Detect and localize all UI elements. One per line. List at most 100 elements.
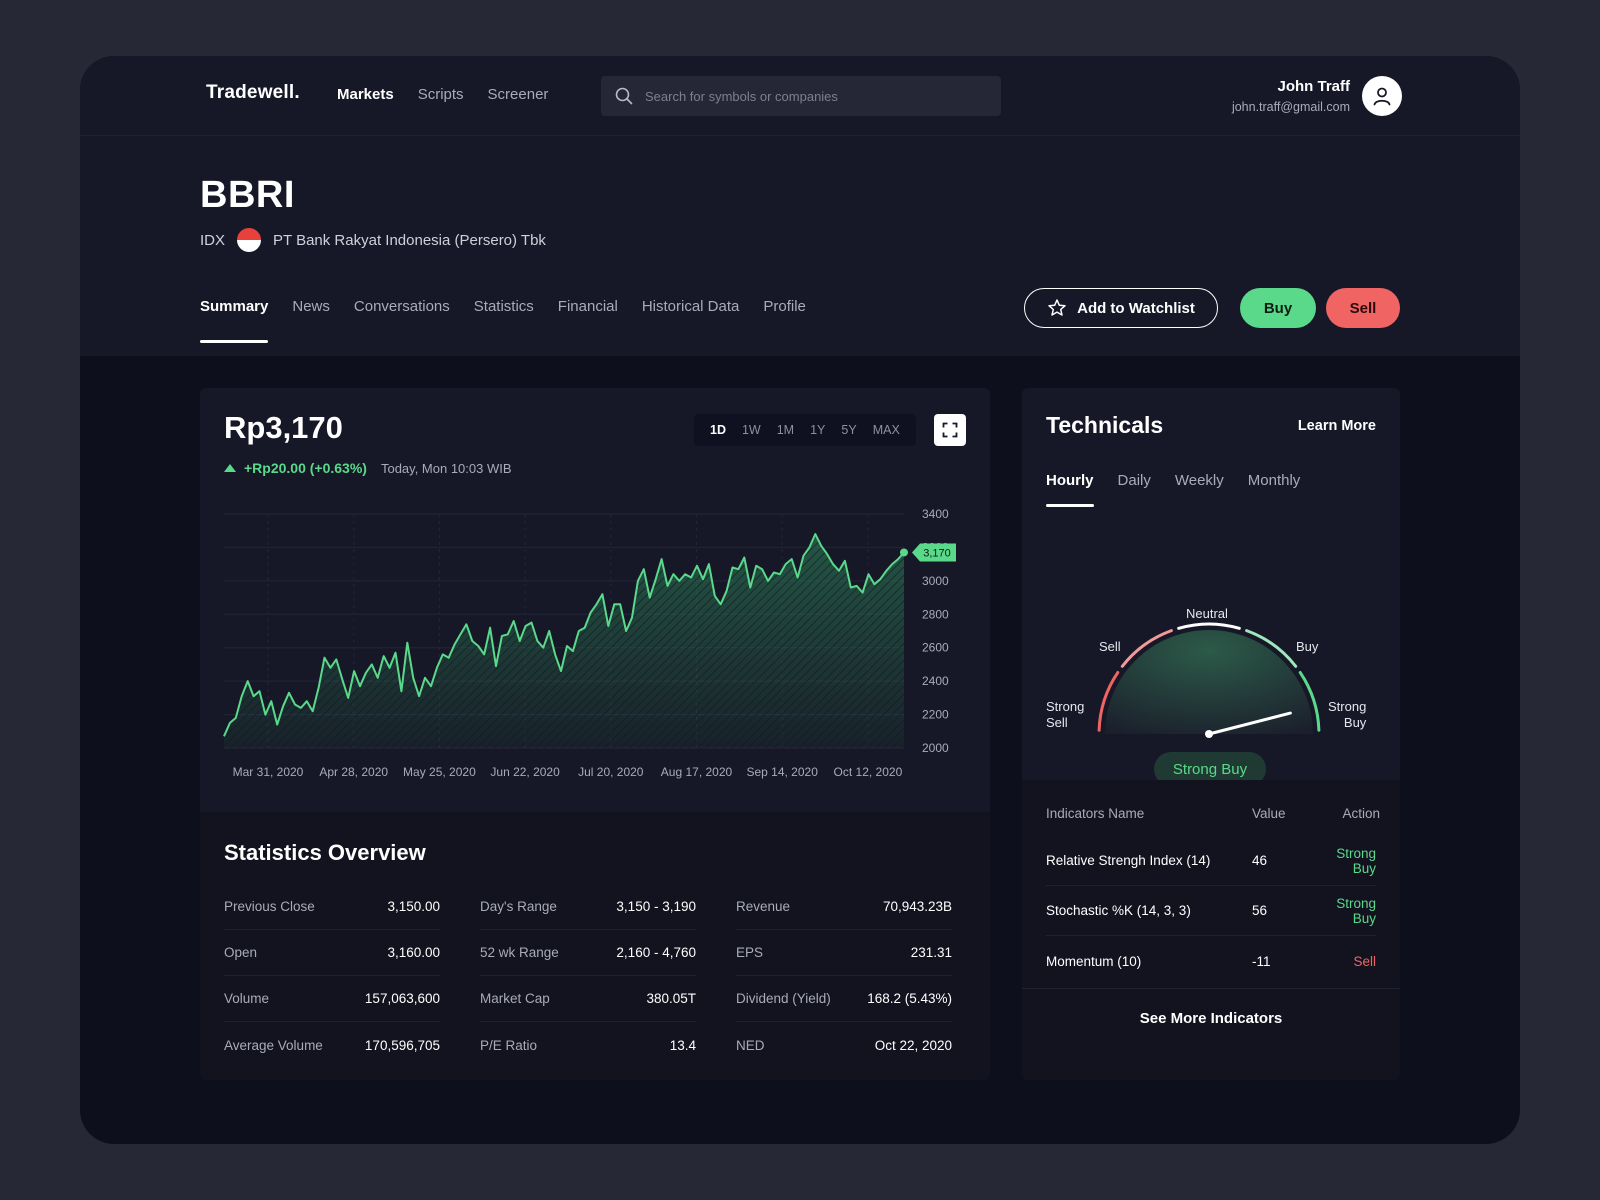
current-price-tag — [912, 543, 956, 562]
nav-screener[interactable]: Screener — [487, 86, 549, 103]
indicator-row[interactable]: Stochastic %K (14, 3, 3) 56 Strong Buy — [1046, 886, 1376, 936]
y-tick-label: 2800 — [922, 607, 949, 621]
range-max[interactable]: MAX — [872, 423, 900, 437]
change-value: +Rp20.00 (+0.63%) — [244, 460, 367, 476]
gauge-label-buy: Buy — [1296, 639, 1319, 654]
price-chart[interactable]: 34003200300028002600240022002000 Mar 31,… — [200, 498, 990, 798]
nav-markets[interactable]: Markets — [337, 86, 394, 103]
company-line: IDX PT Bank Rakyat Indonesia (Persero) T… — [200, 228, 546, 252]
stat-label: Volume — [224, 991, 270, 1006]
stat-value: 13.4 — [669, 1037, 696, 1053]
stat-row: Revenue 70,943.23B — [736, 884, 952, 930]
indicator-row[interactable]: Relative Strengh Index (14) 46 Strong Buy — [1046, 836, 1376, 886]
search-icon — [615, 87, 633, 105]
range-1y[interactable]: 1Y — [810, 423, 826, 437]
header-region: Tradewell. Markets Scripts Screener Sear… — [80, 56, 1520, 356]
gauge-segment — [1298, 671, 1321, 732]
tab-statistics[interactable]: Statistics — [473, 298, 534, 315]
stat-row: EPS 231.31 — [736, 930, 952, 976]
up-arrow-icon — [224, 464, 236, 472]
tab-daily[interactable]: Daily — [1117, 472, 1151, 489]
indicator-action: Strong Buy — [1336, 895, 1376, 926]
stat-value: 2,160 - 4,760 — [616, 945, 696, 960]
range-1w[interactable]: 1W — [741, 423, 761, 437]
range-5y[interactable]: 5Y — [841, 423, 857, 437]
gauge-label-sell: Sell — [1099, 639, 1121, 654]
technicals-tabs: Hourly Daily Weekly Monthly — [1046, 472, 1300, 507]
gauge-label-neutral: Neutral — [1186, 606, 1228, 621]
learn-more-link[interactable]: Learn More — [1297, 418, 1376, 434]
buy-button[interactable]: Buy — [1240, 288, 1316, 328]
main-nav: Markets Scripts Screener — [337, 86, 548, 103]
stat-value: Oct 22, 2020 — [874, 1037, 952, 1053]
divider — [1022, 988, 1400, 989]
tab-monthly[interactable]: Monthly — [1247, 472, 1301, 489]
tab-news[interactable]: News — [292, 298, 330, 315]
price-chart-card: Rp3,170 +Rp20.00 (+0.63%) Today, Mon 10:… — [200, 388, 990, 812]
search-placeholder: Search for symbols or companies — [645, 88, 838, 104]
sentiment-gauge — [1097, 622, 1321, 738]
indicator-value: 56 — [1252, 903, 1268, 918]
top-navbar: Tradewell. Markets Scripts Screener Sear… — [80, 56, 1520, 136]
stat-label: EPS — [736, 945, 764, 960]
user-email: john.traff@gmail.com — [1231, 100, 1350, 114]
gauge-segment — [1245, 629, 1298, 668]
brand-logo[interactable]: Tradewell. — [206, 82, 300, 103]
current-price: Rp3,170 — [224, 410, 343, 445]
tab-weekly[interactable]: Weekly — [1174, 472, 1224, 489]
sell-button[interactable]: Sell — [1326, 288, 1400, 328]
stat-row: Market Cap 380.05T — [480, 976, 696, 1022]
stat-value: 380.05T — [646, 991, 696, 1006]
x-tick-label: Jul 20, 2020 — [578, 765, 644, 779]
tab-historical-data[interactable]: Historical Data — [641, 298, 740, 315]
nav-scripts[interactable]: Scripts — [417, 86, 464, 103]
range-selector: 1D 1W 1M 1Y 5Y MAX — [694, 414, 916, 446]
stat-label: Average Volume — [224, 1037, 323, 1053]
add-to-watchlist-button[interactable]: Add to Watchlist — [1024, 288, 1218, 328]
indicator-value: -11 — [1252, 953, 1271, 969]
stat-row: Open 3,160.00 — [224, 930, 440, 976]
price-area-hatch — [224, 534, 904, 748]
stat-label: 52 wk Range — [480, 945, 559, 960]
header-action: Action — [1342, 806, 1380, 821]
y-tick-label: 3400 — [922, 507, 949, 521]
indicator-action: Sell — [1353, 953, 1376, 969]
avatar[interactable] — [1362, 76, 1402, 116]
gauge-segment — [1097, 671, 1120, 732]
stat-value: 170,596,705 — [364, 1037, 440, 1053]
range-1d[interactable]: 1D — [710, 423, 726, 437]
app-window: Tradewell. Markets Scripts Screener Sear… — [80, 56, 1520, 1144]
tab-conversations[interactable]: Conversations — [353, 298, 450, 315]
gauge-segment — [1120, 629, 1173, 668]
gauge-segment — [1177, 622, 1241, 630]
price-line — [223, 533, 905, 737]
gauge-label-strong-sell: Strong Sell — [1046, 699, 1085, 730]
gauge-label-strong-buy: Strong Buy — [1328, 699, 1367, 730]
indicator-action: Strong Buy — [1336, 845, 1376, 876]
search-input[interactable]: Search for symbols or companies — [601, 76, 1001, 116]
stat-row: 52 wk Range 2,160 - 4,760 — [480, 930, 696, 976]
tab-financial[interactable]: Financial — [557, 298, 618, 315]
header-indicator-name: Indicators Name — [1046, 806, 1145, 821]
stats-grid: Previous Close 3,150.00 Open 3,160.00 Volume… — [224, 884, 952, 1068]
stat-row: Volume 157,063,600 — [224, 976, 440, 1022]
tab-profile[interactable]: Profile — [763, 298, 806, 315]
tab-hourly[interactable]: Hourly — [1046, 472, 1094, 507]
stat-value: 168.2 (5.43%) — [867, 991, 952, 1006]
indicator-row[interactable]: Momentum (10) -11 Sell — [1046, 936, 1376, 986]
quote-time: Today, Mon 10:03 WIB — [380, 460, 512, 476]
tab-summary[interactable]: Summary — [200, 298, 269, 343]
user-icon — [1373, 87, 1391, 106]
stat-label: NED — [736, 1037, 765, 1053]
indicator-name: Stochastic %K (14, 3, 3) — [1046, 903, 1191, 918]
statistics-overview: Statistics Overview Previous Close 3,150.… — [200, 812, 990, 1080]
gauge-needle — [1207, 711, 1292, 736]
x-tick-label: Mar 31, 2020 — [233, 765, 304, 779]
y-tick-label: 2600 — [922, 641, 949, 655]
see-more-indicators-button[interactable]: See More Indicators — [1139, 1010, 1283, 1027]
range-1m[interactable]: 1M — [776, 423, 795, 437]
stat-label: Dividend (Yield) — [736, 991, 831, 1006]
stat-label: Open — [224, 945, 258, 960]
user-menu[interactable]: John Traff john.traff@gmail.com — [1232, 76, 1402, 116]
fullscreen-button[interactable] — [934, 414, 966, 446]
